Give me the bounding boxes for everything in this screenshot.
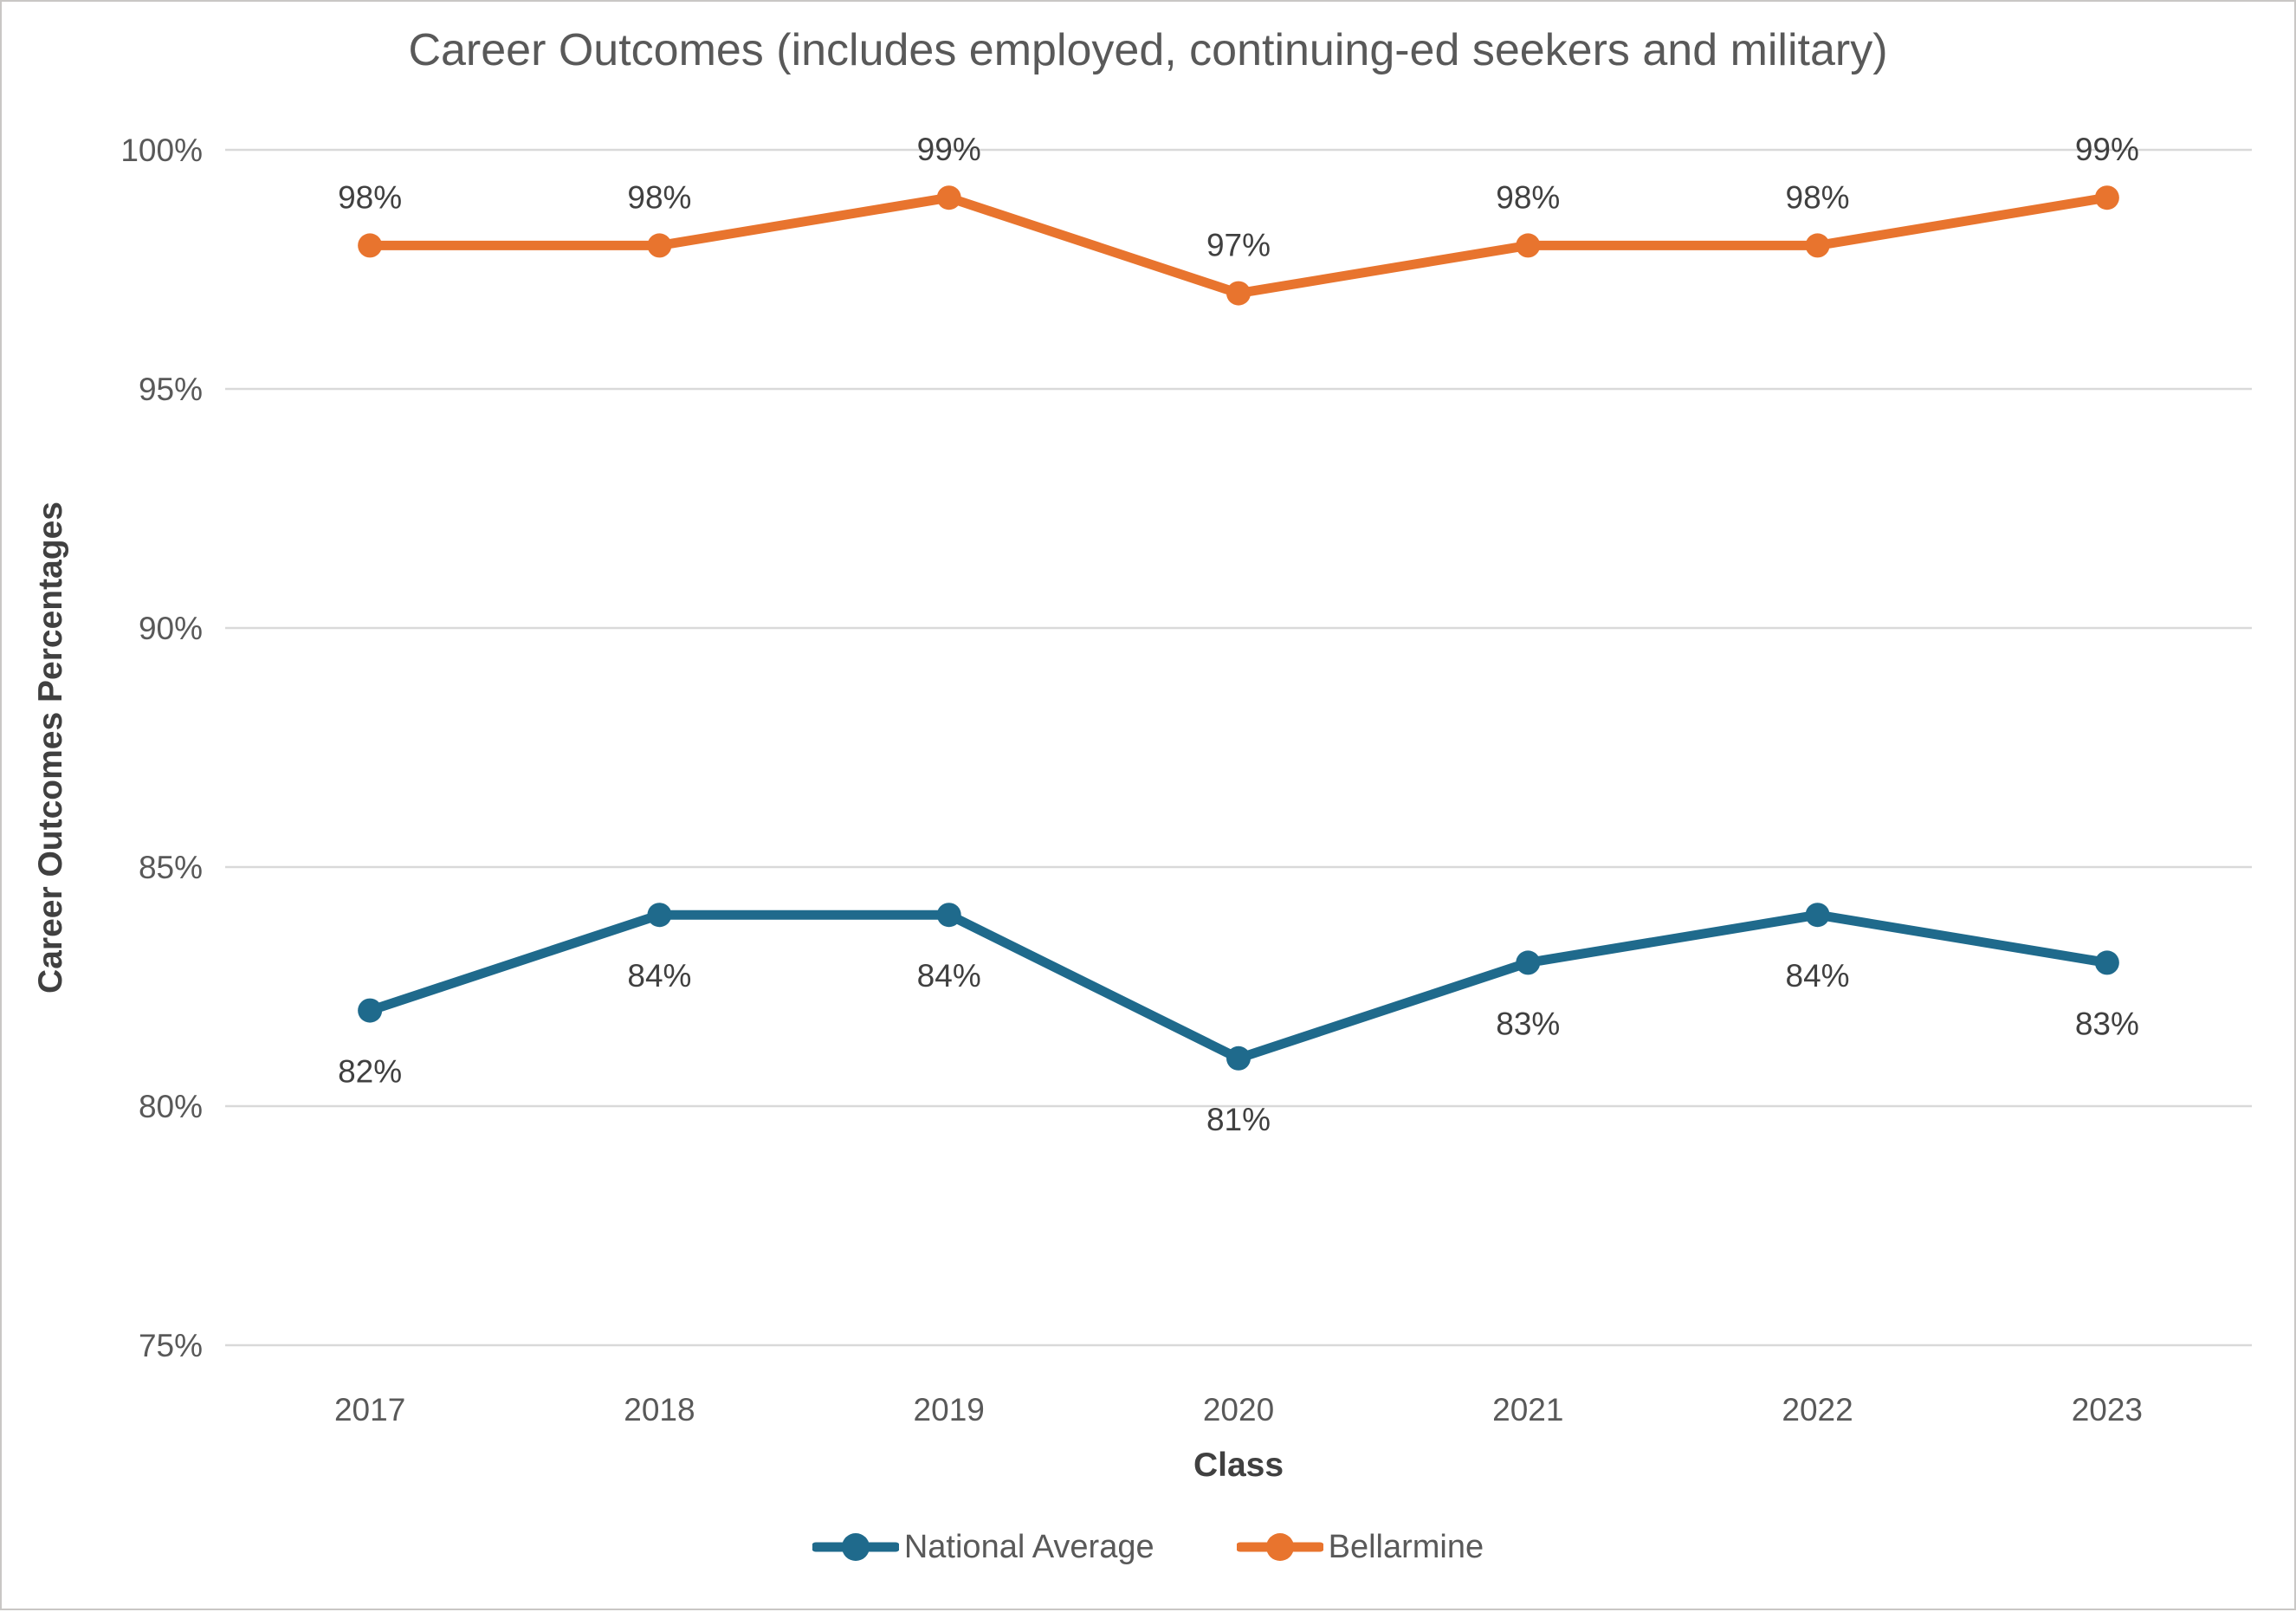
x-tick-label: 2019 [914, 1392, 985, 1427]
x-tick-label: 2023 [2072, 1392, 2143, 1427]
x-tick-label: 2017 [334, 1392, 405, 1427]
data-point-marker [1516, 950, 1541, 975]
x-tick-label: 2018 [624, 1392, 695, 1427]
data-label: 98% [1496, 179, 1560, 215]
data-label: 83% [1496, 1006, 1560, 1041]
legend-item-national-average: National Average [812, 1528, 1154, 1566]
data-label: 98% [338, 179, 402, 215]
y-tick-label: 75% [139, 1328, 203, 1363]
legend-label-national-average: National Average [903, 1528, 1154, 1565]
national-average-line-swatch [812, 1533, 899, 1561]
data-point-marker [1805, 903, 1830, 928]
data-point-marker [1805, 233, 1830, 258]
y-tick-label: 85% [139, 850, 203, 885]
data-label: 81% [1206, 1102, 1271, 1137]
data-point-marker [2094, 950, 2119, 975]
data-point-marker [358, 998, 383, 1023]
data-label: 99% [2075, 132, 2139, 167]
data-point-marker [936, 185, 961, 210]
data-point-marker [1226, 281, 1251, 306]
legend: National Average Bellarmine [2, 1528, 2294, 1566]
x-tick-label: 2022 [1782, 1392, 1853, 1427]
data-label: 83% [2075, 1006, 2139, 1041]
data-point-marker [1226, 1046, 1251, 1071]
legend-label-bellarmine: Bellarmine [1328, 1528, 1484, 1565]
data-point-marker [936, 903, 961, 928]
chart-title: Career Outcomes (includes employed, cont… [408, 25, 1888, 75]
y-tick-label: 95% [139, 372, 203, 407]
data-label: 82% [338, 1054, 402, 1090]
y-tick-label: 100% [120, 133, 203, 168]
y-tick-label: 80% [139, 1089, 203, 1124]
data-label: 98% [1786, 179, 1850, 215]
y-tick-label: 90% [139, 611, 203, 646]
data-point-marker [647, 233, 672, 258]
x-tick-label: 2020 [1203, 1392, 1274, 1427]
legend-item-bellarmine: Bellarmine [1236, 1528, 1484, 1566]
data-label: 99% [917, 132, 981, 167]
data-label: 84% [917, 958, 981, 994]
data-point-marker [1516, 233, 1541, 258]
data-point-marker [2094, 185, 2119, 210]
data-label: 98% [627, 179, 691, 215]
data-label: 84% [627, 958, 691, 994]
data-point-marker [358, 233, 383, 258]
x-axis-title: Class [1193, 1447, 1284, 1484]
x-tick-label: 2021 [1492, 1392, 1563, 1427]
data-label: 84% [1786, 958, 1850, 994]
data-label: 97% [1206, 228, 1271, 263]
data-point-marker [647, 903, 672, 928]
bellarmine-line-swatch [1236, 1533, 1323, 1561]
